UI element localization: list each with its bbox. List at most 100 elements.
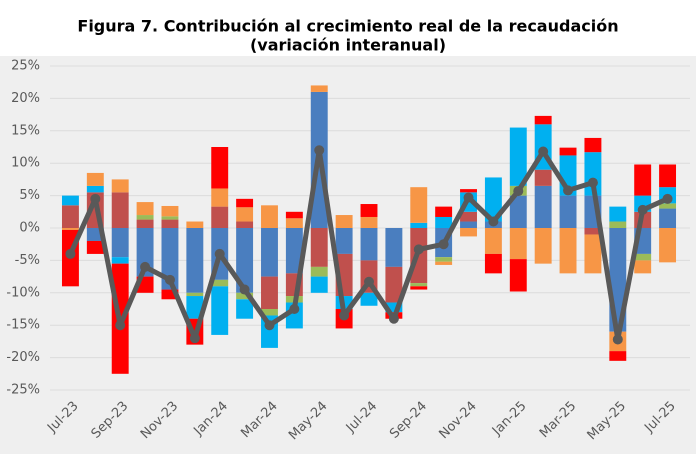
bar-segment <box>435 206 453 217</box>
bar-segment <box>559 147 577 156</box>
total-marker <box>388 313 399 324</box>
total-marker <box>413 244 424 255</box>
bar-segment <box>61 195 79 206</box>
bar-segment <box>186 228 204 293</box>
bar-segment <box>410 222 428 228</box>
total-marker <box>463 192 474 203</box>
bar-segment <box>236 299 254 319</box>
total-marker <box>488 216 499 227</box>
bar-segment <box>609 221 627 228</box>
bar-segment <box>161 216 179 220</box>
bar-segment <box>310 276 328 293</box>
bar-segment <box>136 219 154 228</box>
total-marker <box>140 261 151 272</box>
total-marker <box>662 193 673 204</box>
bar-segment <box>559 228 577 274</box>
bar-segment <box>534 115 552 125</box>
bar-segment <box>584 137 602 153</box>
total-marker <box>264 320 275 331</box>
bar-segment <box>211 286 229 335</box>
y-tick-label: -20% <box>6 350 40 365</box>
bar-segment <box>111 228 129 258</box>
bar-segment <box>261 228 278 277</box>
total-marker <box>214 248 225 259</box>
bar-segment <box>484 177 502 222</box>
y-tick-label: -5% <box>15 253 40 268</box>
bar-segment <box>236 207 254 222</box>
total-marker <box>289 304 300 314</box>
bar-segment <box>261 205 278 228</box>
bar-segment <box>609 351 627 361</box>
bar-segment <box>634 260 652 274</box>
bar-segment <box>659 164 677 188</box>
bar-segment <box>161 205 179 217</box>
bar-segment <box>61 228 79 230</box>
y-tick-label: 10% <box>11 156 40 171</box>
bar-segment <box>360 228 378 261</box>
bar-segment <box>360 292 378 306</box>
y-tick-label: -10% <box>6 285 40 300</box>
bar-segment <box>509 259 527 292</box>
bar-segment <box>86 172 104 186</box>
total-marker <box>90 193 101 204</box>
bar-segment <box>584 228 602 235</box>
bar-segment <box>410 286 428 290</box>
y-tick-label: 15% <box>11 123 40 138</box>
bar-segment <box>211 147 229 189</box>
bar-segment <box>659 208 677 228</box>
bar-segment <box>385 302 403 313</box>
bar-segment <box>186 296 204 319</box>
total-marker <box>189 333 200 344</box>
bar-segment <box>136 215 154 220</box>
bar-segment <box>385 228 403 267</box>
bar-segment <box>460 189 477 193</box>
bar-segment <box>236 228 254 293</box>
bar-segment <box>111 257 129 264</box>
bar-segment <box>211 279 229 287</box>
bar-segment <box>136 202 154 216</box>
bar-segment <box>86 185 104 193</box>
bar-segment <box>559 195 577 228</box>
total-marker <box>438 239 449 250</box>
bar-segment <box>410 187 428 223</box>
bar-segment <box>61 205 79 228</box>
y-tick-label: -25% <box>6 383 40 398</box>
bar-segment <box>435 257 453 262</box>
bar-segment <box>111 192 129 228</box>
total-marker <box>513 186 524 197</box>
bar-segment <box>634 253 652 261</box>
bar-segment <box>111 179 129 193</box>
bar-segment <box>161 219 179 228</box>
total-marker <box>339 310 350 321</box>
bar-segment <box>460 211 477 222</box>
bar-segment <box>236 221 254 228</box>
bar-segment <box>211 188 229 207</box>
total-marker <box>563 185 574 196</box>
bar-segment <box>261 276 278 309</box>
bar-segment <box>335 215 353 228</box>
total-marker <box>612 334 623 345</box>
bar-segment <box>584 234 602 274</box>
bar-segment <box>310 228 328 267</box>
bar-segment <box>460 228 477 237</box>
bar-segment <box>335 228 353 254</box>
bar-segment <box>385 266 403 303</box>
bar-segment <box>360 216 378 228</box>
bar-segment <box>460 221 477 228</box>
total-marker <box>239 284 250 295</box>
bar-segment <box>534 228 552 264</box>
bar-segment <box>634 164 652 196</box>
bar-segment <box>161 228 179 290</box>
bar-segment <box>509 228 527 260</box>
total-marker <box>65 248 76 259</box>
bar-segment <box>186 292 204 297</box>
total-marker <box>637 204 648 215</box>
bar-segment <box>86 240 104 254</box>
y-tick-label: 25% <box>11 59 40 74</box>
bar-segment <box>435 261 453 265</box>
bar-segment <box>285 228 303 274</box>
bar-segment <box>186 221 204 228</box>
bar-segment <box>609 206 627 222</box>
total-marker <box>164 274 175 285</box>
